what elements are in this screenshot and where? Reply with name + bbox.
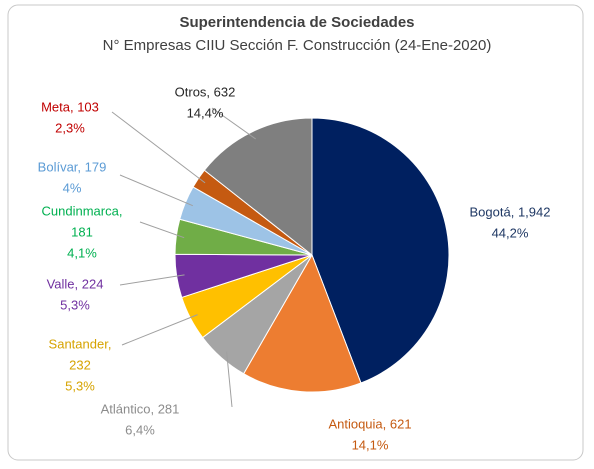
data-label: Antioquia, 621 (328, 416, 411, 431)
pie-slice (242, 253, 362, 393)
data-label: Bogotá, 1,942 (470, 204, 551, 219)
data-label: Atlántico, 281 (101, 401, 180, 416)
leader-line (111, 111, 206, 184)
data-label: Santander, (49, 336, 112, 351)
data-label: 14,1% (352, 437, 389, 452)
data-label: Otros, 632 (175, 84, 236, 99)
leader-line (226, 351, 233, 408)
data-label: 232 (69, 357, 91, 372)
data-label: 14,4% (187, 105, 224, 120)
data-label: Cundinmarca, (42, 203, 123, 218)
pie-slice (311, 117, 450, 384)
chart-title: Superintendencia de Sociedades (179, 14, 414, 31)
leader-line (139, 221, 185, 239)
leader-line (121, 314, 198, 346)
leader-line (119, 174, 193, 207)
leader-line (119, 274, 185, 286)
data-label: Bolívar, 179 (38, 159, 107, 174)
data-label: 6,4% (125, 422, 155, 437)
data-label: 5,3% (65, 378, 95, 393)
leader-line (211, 107, 256, 140)
data-label: 5,3% (60, 297, 90, 312)
data-label: Valle, 224 (47, 276, 104, 291)
data-label: 44,2% (492, 225, 529, 240)
data-label: 4% (63, 180, 82, 195)
data-label: 181 (71, 224, 93, 239)
data-label: 2,3% (55, 120, 85, 135)
chart-subtitle: N° Empresas CIIU Sección F. Construcción… (103, 37, 492, 54)
pie-slice (203, 117, 313, 257)
data-label: 4,1% (67, 245, 97, 260)
data-label: Meta, 103 (41, 99, 99, 114)
